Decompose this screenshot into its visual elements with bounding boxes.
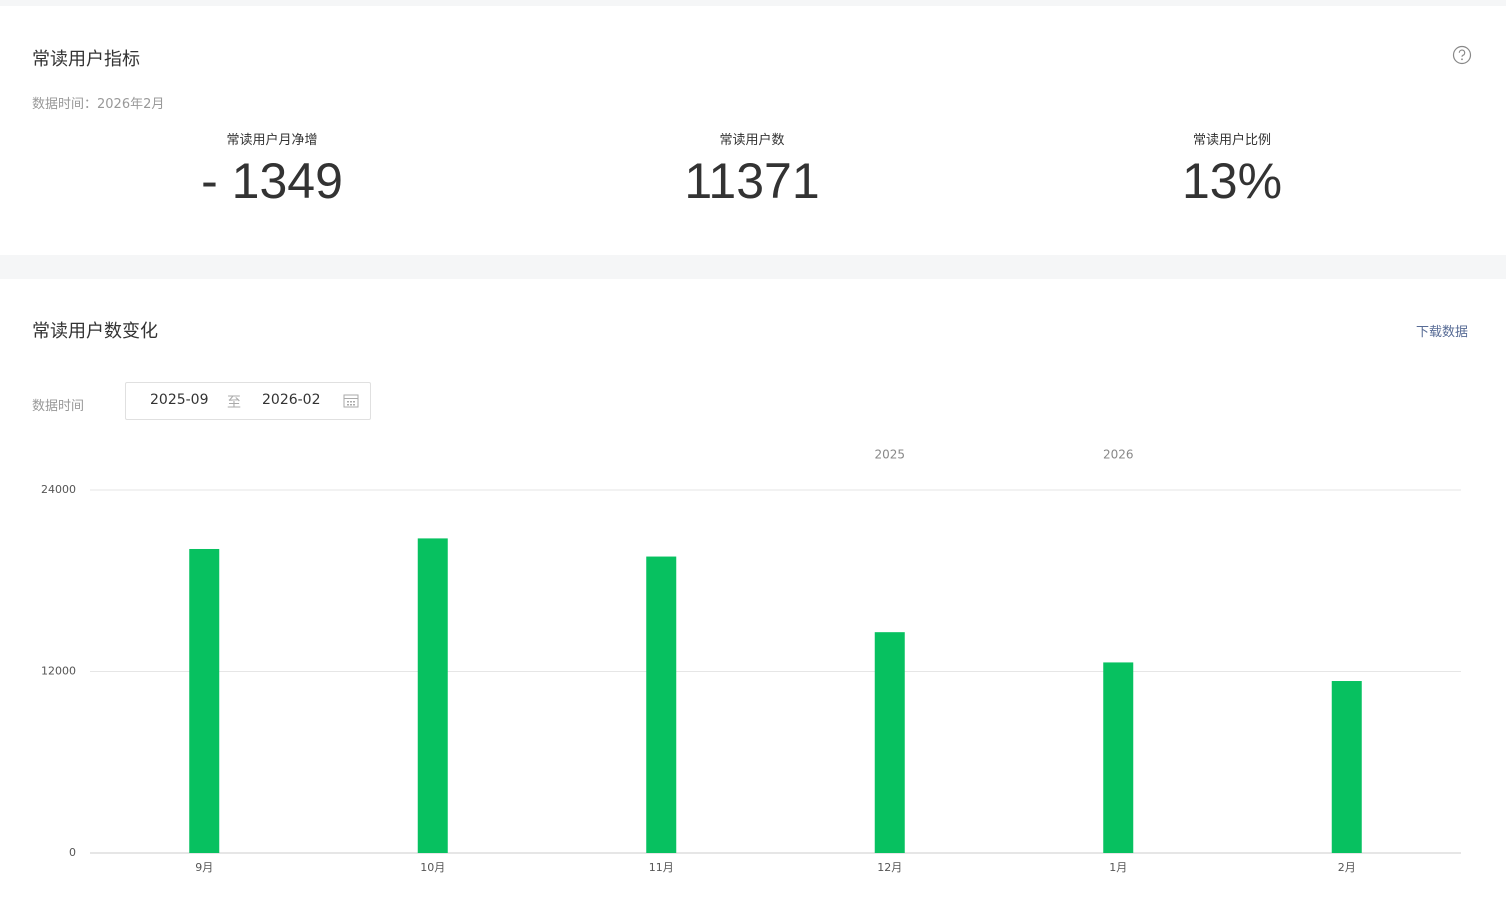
- x-tick-label: 2月: [1338, 861, 1356, 874]
- bar: [874, 632, 905, 853]
- y-tick-label: 0: [69, 846, 76, 859]
- metric-label: 常读用户数: [719, 133, 785, 148]
- x-group-label: 2025: [874, 448, 905, 462]
- bar: [1331, 681, 1362, 853]
- date-to[interactable]: 2026-02: [262, 392, 321, 408]
- metric-value: 11371: [684, 153, 820, 209]
- x-tick-label: 9月: [195, 861, 213, 874]
- date-from[interactable]: 2025-09: [150, 392, 209, 408]
- x-tick-label: 1月: [1109, 861, 1127, 874]
- x-group-label: 2026: [1103, 448, 1134, 462]
- metric-value: - 1349: [201, 153, 343, 209]
- date-separator: 至: [227, 395, 241, 411]
- x-tick-label: 11月: [649, 861, 674, 874]
- x-tick-label: 10月: [420, 861, 445, 874]
- calendar-icon[interactable]: [343, 393, 359, 408]
- help-icon[interactable]: [1452, 45, 1472, 65]
- date-label: 数据时间: [32, 399, 85, 414]
- bar: [1103, 662, 1134, 853]
- bar: [189, 548, 220, 853]
- metrics-card: [0, 6, 1506, 255]
- metric-label: 常读用户比例: [1192, 133, 1272, 148]
- y-tick-label: 12000: [41, 665, 76, 678]
- x-tick-label: 12月: [877, 861, 902, 874]
- card-title: 常读用户指标: [32, 49, 140, 70]
- download-link[interactable]: 下载数据: [1416, 325, 1469, 340]
- metric-label: 常读用户月净增: [226, 133, 318, 148]
- date-range-picker[interactable]: [125, 382, 371, 420]
- trend-card: [0, 279, 1506, 921]
- card-title: 常读用户数变化: [32, 321, 158, 342]
- y-tick-label: 24000: [41, 483, 76, 496]
- data-time: 数据时间：2026年2月: [32, 97, 165, 112]
- bar: [417, 538, 448, 853]
- bar: [646, 556, 677, 853]
- metric-value: 13%: [1181, 153, 1283, 209]
- chart: 0 12000 24000 9月 10月 11月 12月 2025 1月 2026 2月: [41, 448, 1461, 874]
